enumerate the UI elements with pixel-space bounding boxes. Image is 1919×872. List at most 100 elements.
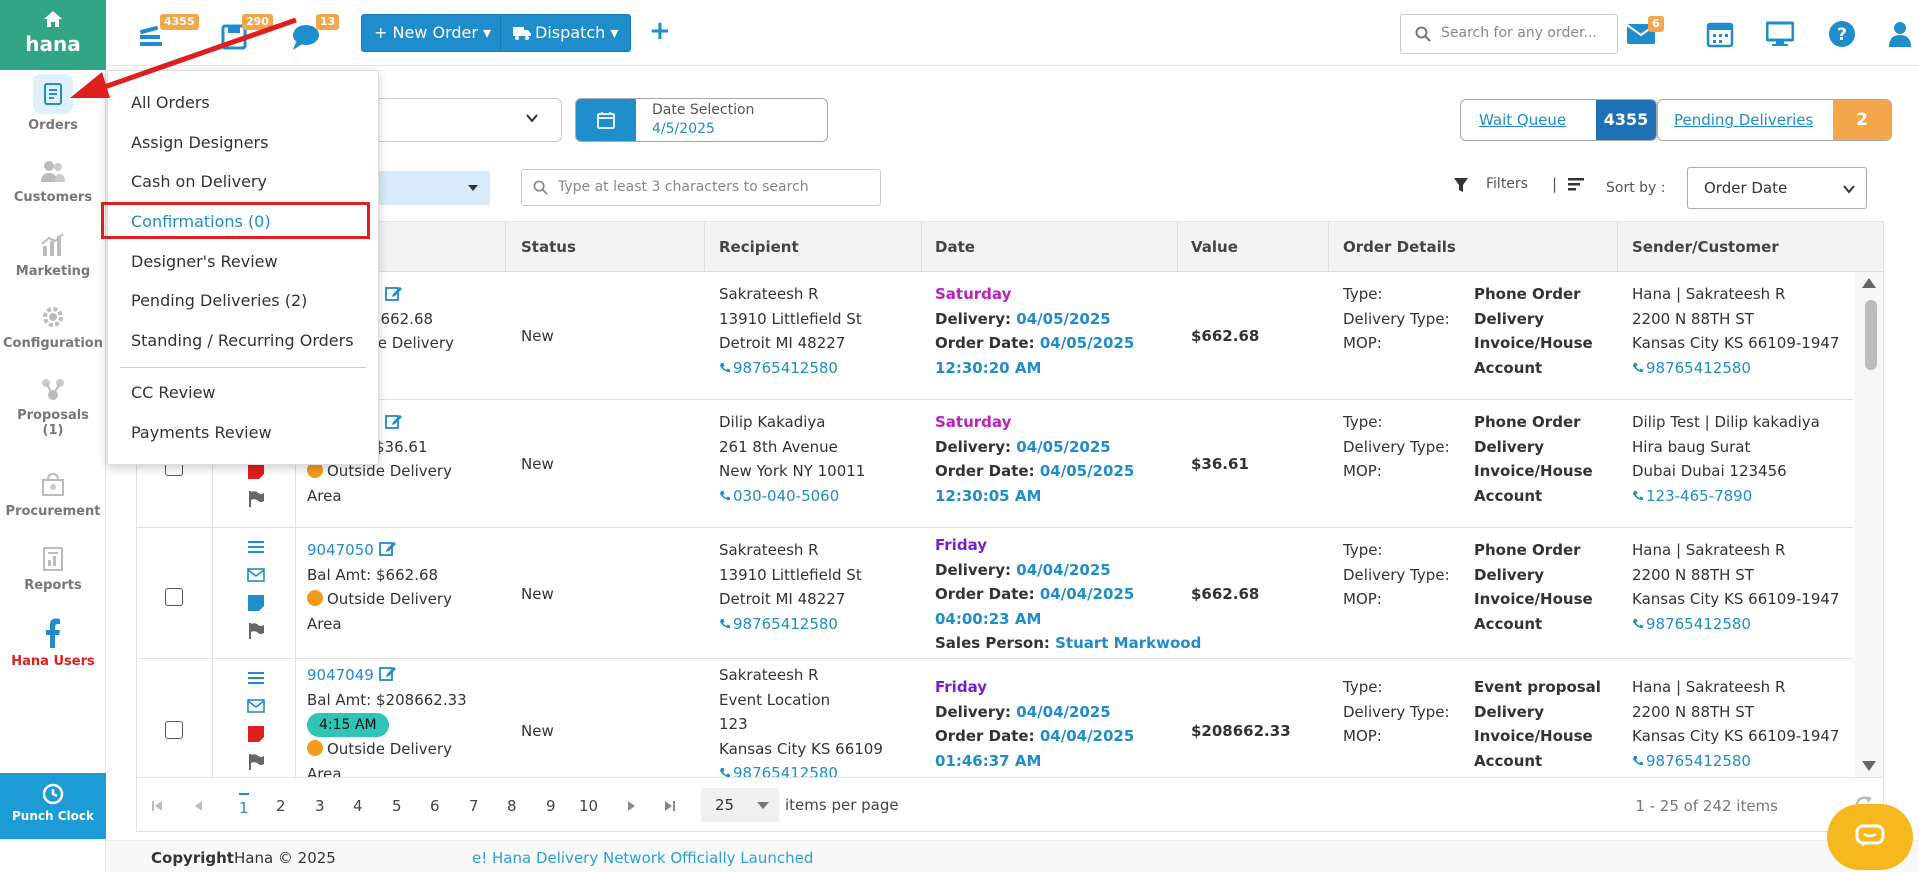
edit-icon[interactable] (385, 412, 403, 430)
page-4[interactable]: 4 (353, 797, 363, 815)
items-per-page-select[interactable]: 25 (701, 788, 779, 822)
note-icon[interactable] (247, 462, 265, 480)
edit-icon[interactable] (385, 284, 403, 302)
page-6[interactable]: 6 (430, 797, 440, 815)
sort-icon[interactable] (1568, 177, 1584, 193)
user-icon[interactable] (1886, 20, 1914, 48)
sidebar-item-reports[interactable]: Reports (0, 546, 106, 593)
menu-item-cc-review[interactable]: CC Review (131, 383, 216, 402)
note-icon[interactable] (247, 594, 265, 612)
news-ticker[interactable]: e! Hana Delivery Network Officially Laun… (472, 849, 814, 867)
column-header-recipient[interactable]: Recipient (719, 238, 799, 256)
column-header-date[interactable]: Date (935, 238, 975, 256)
first-page-icon[interactable] (151, 800, 163, 812)
menu-item-payments-review[interactable]: Payments Review (131, 423, 272, 442)
status-select[interactable] (362, 171, 490, 205)
sidebar-item-orders[interactable]: Orders (0, 74, 106, 133)
page-3[interactable]: 3 (315, 797, 325, 815)
calendar-icon[interactable] (1706, 20, 1734, 48)
sidebar-item-procurement[interactable]: Procurement (0, 472, 106, 519)
menu-item-confirmations[interactable]: Confirmations (0) (131, 212, 271, 231)
recipient-phone[interactable]: 98765412580 (719, 761, 883, 777)
page-1[interactable]: 1 (239, 793, 249, 817)
page-5[interactable]: 5 (392, 797, 402, 815)
row-checkbox[interactable] (165, 588, 183, 606)
sidebar-item-proposals[interactable]: Proposals (1) (0, 376, 106, 438)
note-icon[interactable] (247, 725, 265, 743)
table-row[interactable]: 9047049 Bal Amt: $208662.33 4:15 AM Outs… (137, 659, 1853, 777)
menu-item-pending-deliveries[interactable]: Pending Deliveries (2) (131, 291, 308, 310)
sidebar-item-configuration[interactable]: Configuration (0, 304, 106, 351)
mail-icon[interactable] (247, 566, 265, 584)
sender-phone[interactable]: 123-465-7890 (1632, 484, 1820, 509)
sidebar-item-customers[interactable]: Customers (0, 158, 106, 205)
column-header-sender[interactable]: Sender/Customer (1632, 238, 1779, 256)
hana-logo[interactable]: hana (0, 0, 106, 70)
page-8[interactable]: 8 (507, 797, 517, 815)
menu-item-standing-recurring-orders[interactable]: Standing / Recurring Orders (131, 331, 354, 350)
menu-item-designers-review[interactable]: Designer's Review (131, 252, 278, 271)
new-order-button[interactable]: + New Order ▾ (361, 14, 505, 52)
recipient-phone[interactable]: 98765412580 (719, 356, 862, 381)
scroll-down-arrow[interactable] (1862, 761, 1876, 771)
help-icon[interactable]: ? (1828, 20, 1856, 48)
wait-queue-label[interactable]: Wait Queue (1479, 111, 1567, 129)
sender-phone[interactable]: 98765412580 (1632, 612, 1839, 637)
sidebar-item-hana-users[interactable]: Hana Users (0, 618, 106, 669)
flag-icon[interactable] (247, 622, 265, 640)
location-select[interactable] (362, 98, 562, 142)
sidebar-item-marketing[interactable]: Marketing (0, 232, 106, 279)
sales-person[interactable]: Stuart Markwood (1055, 634, 1202, 653)
scroll-up-arrow[interactable] (1862, 278, 1876, 288)
menu-icon[interactable] (247, 538, 265, 556)
pending-deliveries-button[interactable]: Pending Deliveries 2 (1657, 99, 1892, 141)
scrollbar-thumb[interactable] (1865, 300, 1877, 370)
type-label: Type: (1343, 678, 1383, 696)
table-row[interactable]: $662.68 Outside Delivery New Sakrateesh … (137, 272, 1853, 400)
menu-item-assign-designers[interactable]: Assign Designers (131, 133, 269, 152)
table-row[interactable]: 9047050 Bal Amt: $662.68 Outside Deliver… (137, 528, 1853, 659)
recipient-phone[interactable]: 030-040-5060 (719, 484, 865, 509)
chat-support-button[interactable] (1827, 804, 1913, 870)
order-number[interactable]: 9047049 (307, 666, 374, 684)
dispatch-button[interactable]: Dispatch ▾ (500, 14, 632, 52)
add-tab-button[interactable]: + (649, 16, 671, 46)
menu-icon[interactable] (247, 669, 265, 687)
sender-phone[interactable]: 98765412580 (1632, 356, 1839, 381)
sort-select[interactable]: Order Date (1687, 167, 1867, 209)
column-header-status[interactable]: Status (521, 238, 576, 256)
order-search-input[interactable]: Type at least 3 characters to search (521, 169, 881, 206)
sender-phone[interactable]: 98765412580 (1632, 749, 1839, 774)
column-header-order-details[interactable]: Order Details (1343, 238, 1456, 256)
page-9[interactable]: 9 (546, 797, 556, 815)
column-header-value[interactable]: Value (1191, 238, 1238, 256)
order-number[interactable]: 9047050 (307, 541, 374, 559)
calendar-button[interactable] (576, 99, 636, 141)
page-2[interactable]: 2 (276, 797, 286, 815)
punch-clock-button[interactable]: Punch Clock (0, 773, 106, 839)
menu-item-cash-on-delivery[interactable]: Cash on Delivery (131, 172, 267, 191)
mop-label: MOP: (1343, 590, 1382, 609)
recipient-phone[interactable]: 98765412580 (719, 612, 862, 637)
flag-icon[interactable] (247, 753, 265, 771)
page-7[interactable]: 7 (469, 797, 479, 815)
flag-icon[interactable] (247, 490, 265, 508)
table-row[interactable]: $36.61 Outside Delivery Area New Dilip K… (137, 400, 1853, 528)
filters-button[interactable]: Filters (1486, 176, 1528, 192)
monitor-icon[interactable] (1766, 20, 1794, 48)
edit-icon[interactable] (378, 664, 397, 682)
filter-icon[interactable] (1453, 177, 1469, 193)
order-type: Event proposal (1474, 678, 1601, 696)
global-search-input[interactable]: Search for any order... (1400, 14, 1618, 54)
menu-item-all-orders[interactable]: All Orders (131, 93, 210, 112)
edit-icon[interactable] (378, 539, 397, 557)
next-page-icon[interactable] (625, 800, 637, 812)
page-10[interactable]: 10 (579, 797, 599, 815)
last-page-icon[interactable] (664, 800, 676, 812)
pending-deliveries-label[interactable]: Pending Deliveries (1674, 111, 1814, 129)
previous-page-icon[interactable] (193, 800, 205, 812)
date-selection[interactable]: Date Selection 4/5/2025 (575, 98, 828, 142)
wait-queue-button[interactable]: Wait Queue 4355 (1460, 99, 1657, 141)
row-checkbox[interactable] (165, 721, 183, 739)
mail-icon[interactable] (247, 697, 265, 715)
